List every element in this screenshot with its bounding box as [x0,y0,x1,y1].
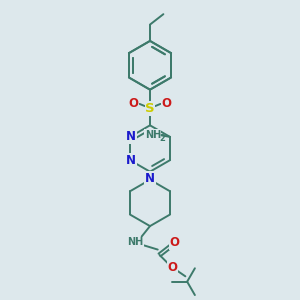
Text: O: O [161,98,171,110]
Text: NH: NH [127,237,143,248]
Text: NH: NH [145,130,161,140]
Text: O: O [129,98,139,110]
Text: N: N [145,172,155,185]
Text: O: O [170,236,180,249]
Text: O: O [168,262,178,275]
Text: S: S [145,102,155,115]
Text: N: N [126,154,136,166]
Text: N: N [126,130,136,143]
Text: 2: 2 [159,134,165,142]
